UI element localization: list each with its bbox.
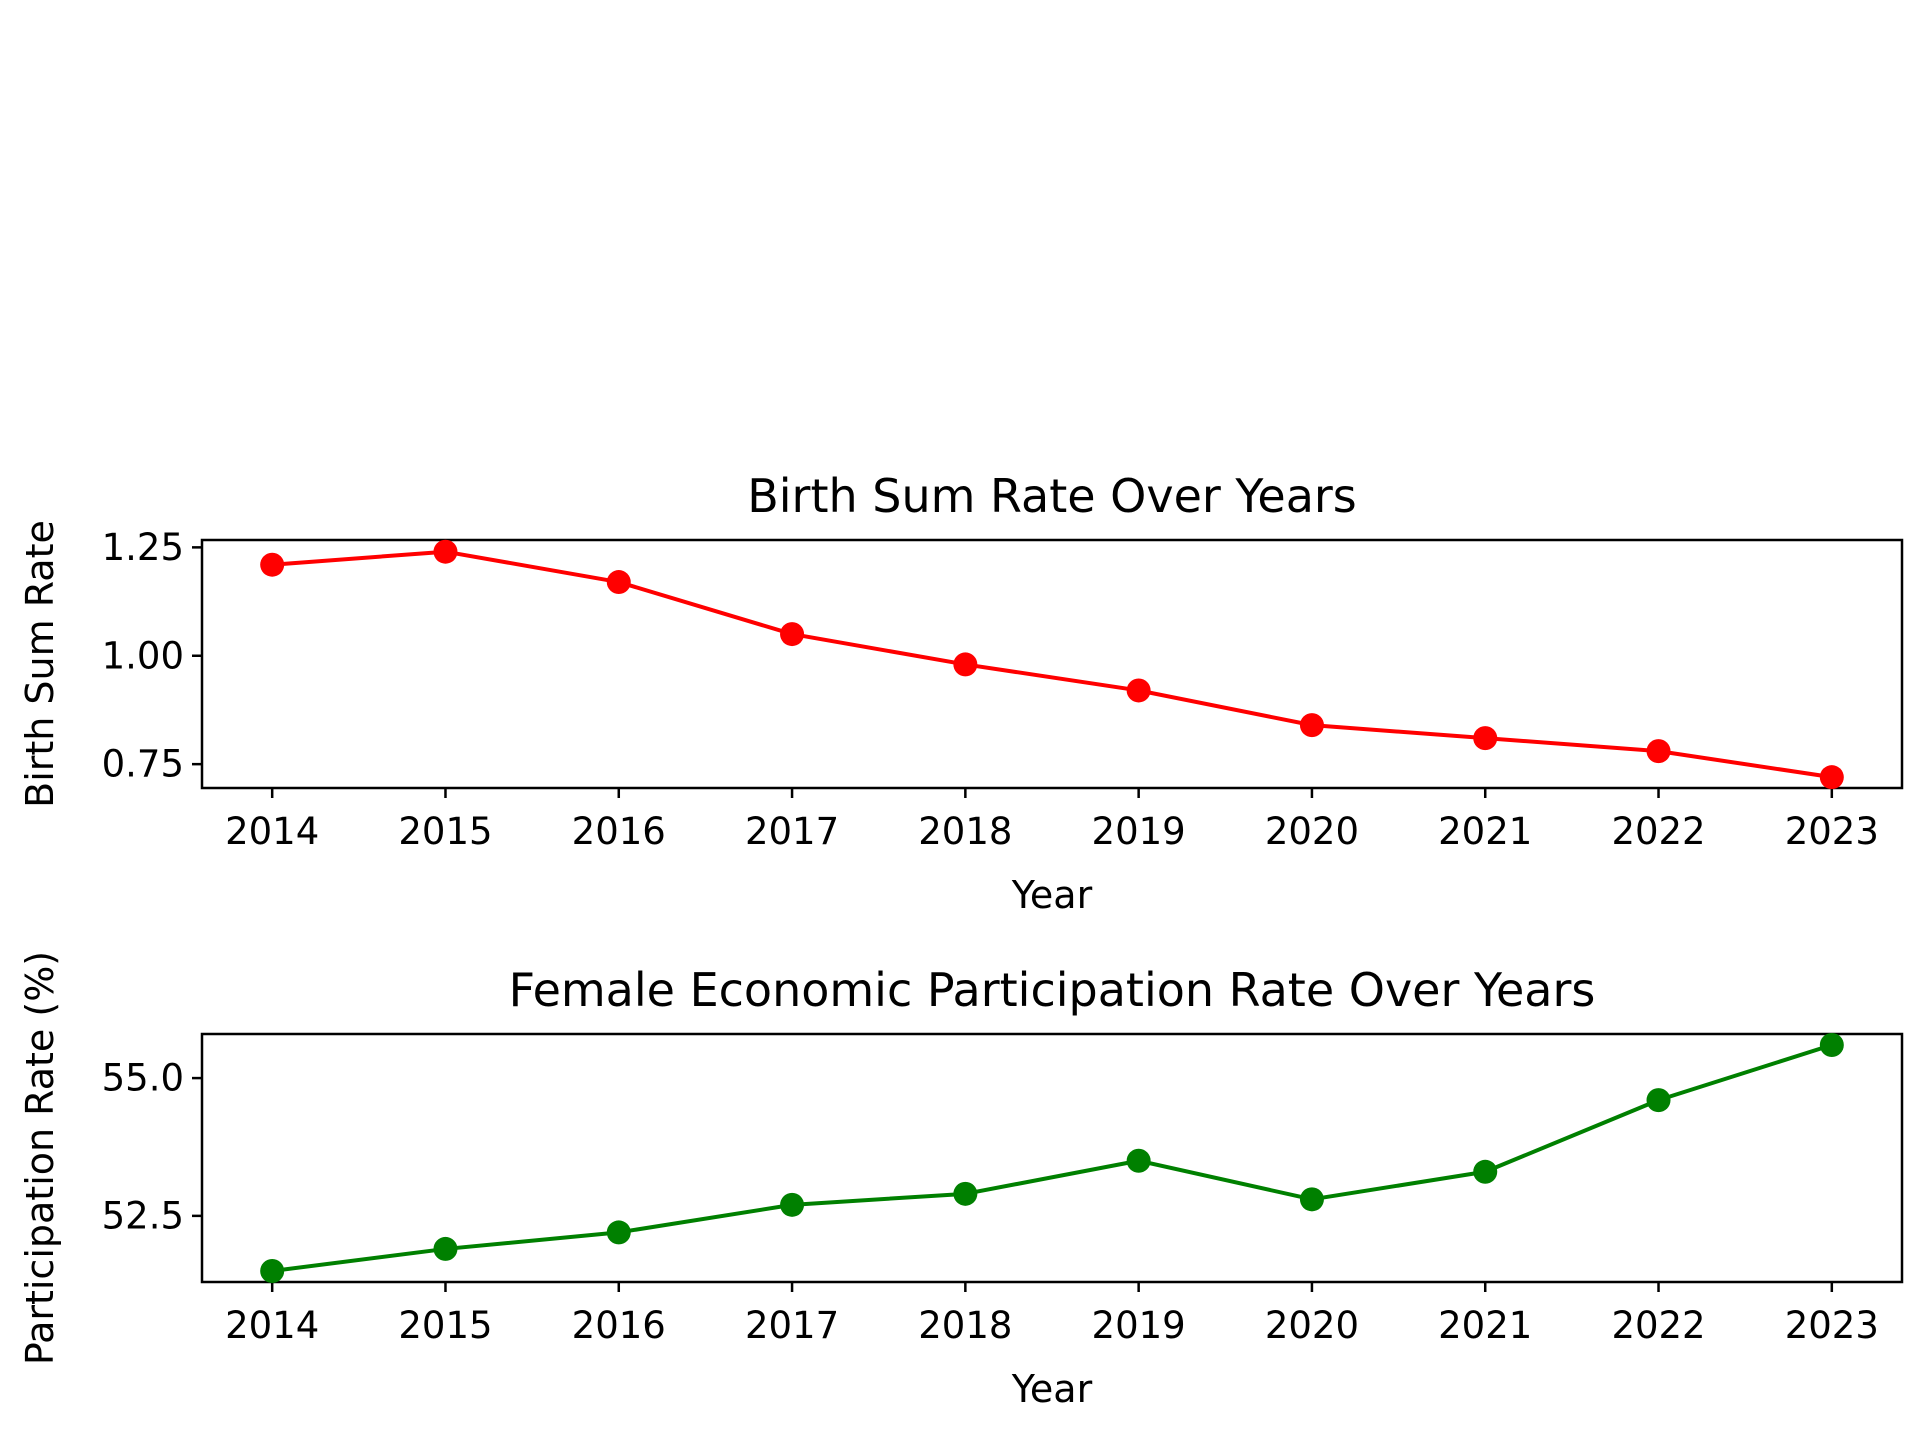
birth-plot-frame [200,538,1904,790]
birth-x-tick-label: 2019 [1092,810,1186,853]
participation-data-point [606,1220,631,1245]
participation-y-tick-label: 55.0 [102,1057,184,1100]
birth-y-axis-label: Birth Sum Rate [18,520,62,808]
birth-y-tick-label: 1.25 [102,526,184,569]
birth-x-tick-label: 2023 [1785,810,1879,853]
participation-x-tick-label: 2022 [1611,1304,1705,1347]
participation-data-point [260,1258,285,1283]
participation-x-tick-label: 2016 [572,1304,666,1347]
participation-x-tick-label: 2019 [1092,1304,1186,1347]
birth-x-tick-label: 2022 [1611,810,1705,853]
participation-data-point [780,1192,805,1217]
participation-y-tick-label: 52.5 [102,1194,184,1237]
participation-y-axis-label: Participation Rate (%) [18,951,62,1365]
birth-x-axis-label: Year [1011,873,1093,917]
birth-data-point [260,552,285,577]
participation-data-point [1646,1088,1671,1113]
participation-chart-title: Female Economic Participation Rate Over … [509,963,1596,1017]
participation-plot-frame [200,1032,1904,1284]
participation-x-tick-label: 2015 [398,1304,492,1347]
participation-x-tick-label: 2021 [1438,1304,1532,1347]
birth-y-tick-label: 0.75 [102,743,184,786]
birth-data-point [1819,765,1844,790]
participation-x-axis-label: Year [1011,1367,1093,1411]
birth-series-line [272,549,1833,780]
birth-x-tick-label: 2016 [572,810,666,853]
birth-data-point [1126,678,1151,703]
birth-x-tick-label: 2018 [918,810,1012,853]
birth-data-point [433,539,458,564]
birth-chart-title: Birth Sum Rate Over Years [747,469,1357,523]
birth-y-tick-label: 1.00 [102,634,184,677]
participation-x-tick-label: 2014 [225,1304,319,1347]
participation-data-point [1473,1159,1498,1184]
participation-x-tick-label: 2020 [1265,1304,1359,1347]
birth-data-point [1299,713,1324,738]
birth-data-point [953,652,978,677]
birth-data-point [606,570,631,595]
birth-data-point [1473,726,1498,751]
birth-x-tick-label: 2015 [398,810,492,853]
participation-x-tick-label: 2018 [918,1304,1012,1347]
birth-x-tick-label: 2014 [225,810,319,853]
participation-data-point [433,1236,458,1261]
participation-data-point [1819,1033,1844,1058]
birth-x-tick-label: 2021 [1438,810,1532,853]
participation-data-point [1126,1148,1151,1173]
participation-data-point [1299,1187,1324,1212]
participation-data-point [953,1181,978,1206]
birth-x-tick-label: 2017 [745,810,839,853]
participation-x-tick-label: 2017 [745,1304,839,1347]
participation-series-line [271,1043,1833,1273]
birth-x-tick-label: 2020 [1265,810,1359,853]
participation-x-tick-label: 2023 [1785,1304,1879,1347]
birth-data-point [1646,739,1671,764]
birth-data-point [780,622,805,647]
